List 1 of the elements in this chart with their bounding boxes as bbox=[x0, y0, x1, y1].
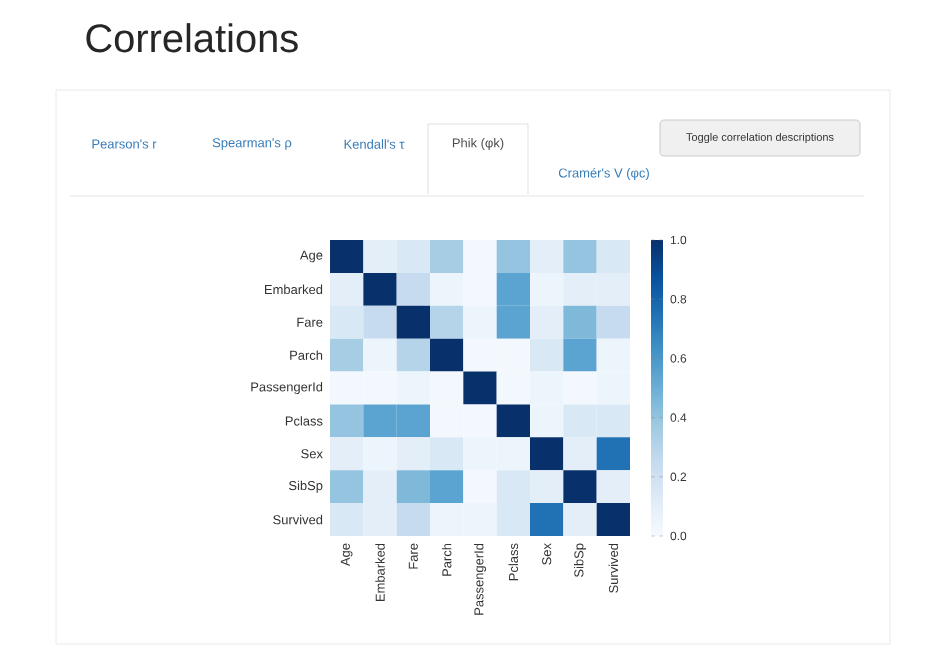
chart-title: Correlations bbox=[86, 23, 298, 53]
